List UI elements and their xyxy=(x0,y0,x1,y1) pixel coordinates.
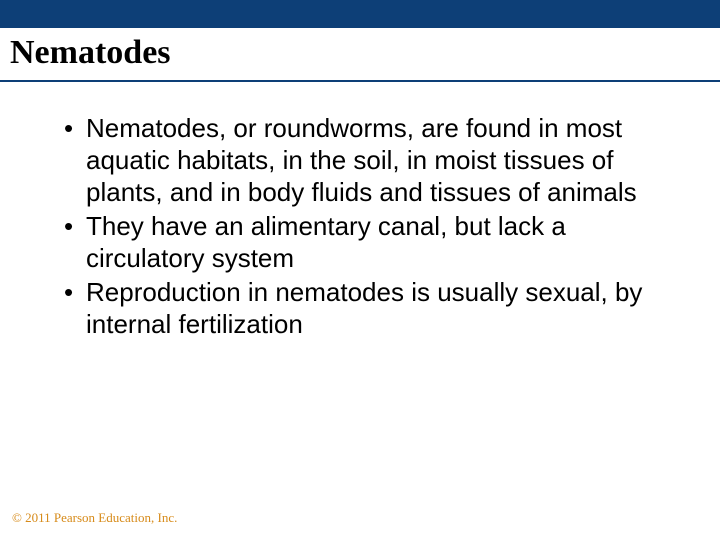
bullet-item: Reproduction in nematodes is usually sex… xyxy=(58,276,680,340)
copyright-footer: © 2011 Pearson Education, Inc. xyxy=(12,510,177,526)
slide-body: Nematodes, or roundworms, are found in m… xyxy=(0,82,720,340)
bullet-text: They have an alimentary canal, but lack … xyxy=(86,211,566,273)
bullet-item: They have an alimentary canal, but lack … xyxy=(58,210,680,274)
title-area: Nematodes xyxy=(0,28,720,82)
bullet-item: Nematodes, or roundworms, are found in m… xyxy=(58,112,680,208)
slide-title: Nematodes xyxy=(10,34,710,72)
bullet-list: Nematodes, or roundworms, are found in m… xyxy=(58,112,680,340)
bullet-text: Reproduction in nematodes is usually sex… xyxy=(86,277,642,339)
bullet-text: Nematodes, or roundworms, are found in m… xyxy=(86,113,637,207)
header-bar xyxy=(0,0,720,28)
